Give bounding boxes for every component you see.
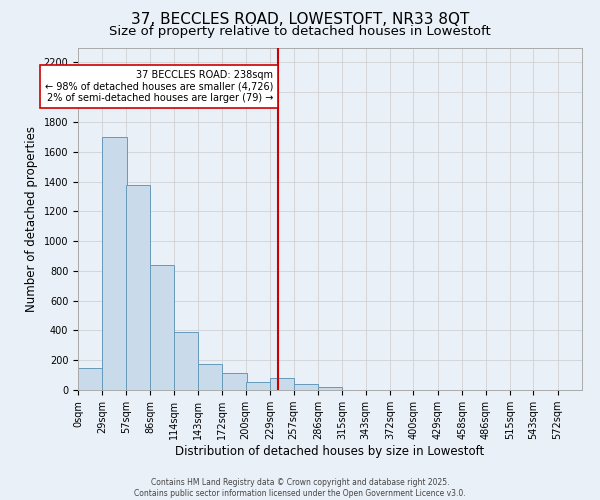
Text: Size of property relative to detached houses in Lowestoft: Size of property relative to detached ho… [109,25,491,38]
Bar [246,382,270,390]
Text: 37, BECCLES ROAD, LOWESTOFT, NR33 8QT: 37, BECCLES ROAD, LOWESTOFT, NR33 8QT [131,12,469,28]
Bar [293,384,318,390]
Bar [126,184,150,390]
X-axis label: Distribution of detached houses by size in Lowestoft: Distribution of detached houses by size … [175,445,485,458]
Text: Contains HM Land Registry data © Crown copyright and database right 2025.
Contai: Contains HM Land Registry data © Crown c… [134,478,466,498]
Y-axis label: Number of detached properties: Number of detached properties [25,126,38,312]
Bar [173,332,198,390]
Text: 37 BECCLES ROAD: 238sqm
← 98% of detached houses are smaller (4,726)
2% of semi-: 37 BECCLES ROAD: 238sqm ← 98% of detache… [45,70,274,103]
Bar [78,368,103,390]
Bar [270,378,295,390]
Bar [318,387,342,390]
Bar [103,137,127,390]
Bar [198,364,222,390]
Bar [150,265,175,390]
Bar [222,373,247,390]
